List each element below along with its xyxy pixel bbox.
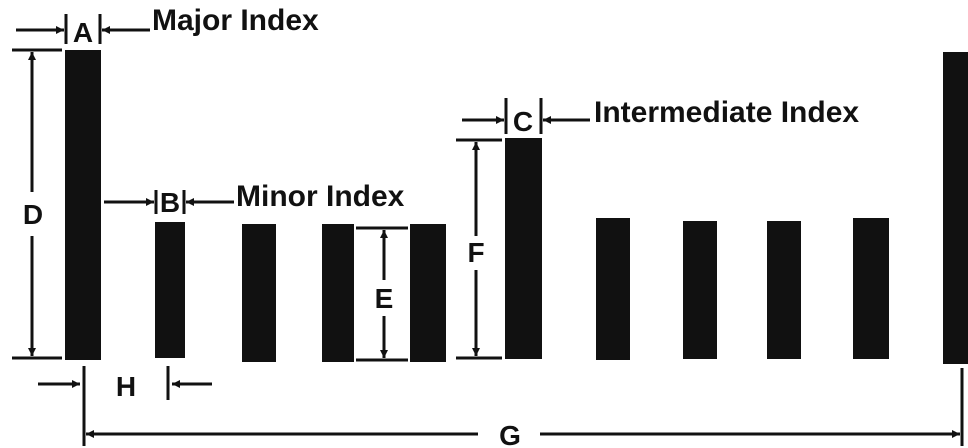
dimension-a-label: A bbox=[73, 17, 93, 48]
dimension-a: A bbox=[16, 14, 150, 48]
dimension-d-label: D bbox=[23, 199, 43, 230]
minor-index-bar-8 bbox=[853, 218, 889, 359]
intermediate-index-bar bbox=[505, 138, 542, 359]
dimension-b-label: B bbox=[160, 187, 180, 218]
dimension-c: C bbox=[462, 98, 590, 137]
dimension-c-label: C bbox=[513, 106, 533, 137]
minor-index-bar-7 bbox=[767, 221, 801, 359]
dimension-f-label: F bbox=[467, 237, 484, 268]
dimension-e-label: E bbox=[375, 283, 394, 314]
dimension-b: B bbox=[104, 187, 234, 218]
minor-index-bar-3 bbox=[322, 224, 354, 362]
index-bars bbox=[65, 50, 968, 364]
major-index-bar-right bbox=[943, 52, 968, 364]
minor-index-bar-4 bbox=[410, 224, 446, 362]
intermediate-index-caption: Intermediate Index bbox=[594, 96, 859, 129]
dimension-e: E bbox=[356, 226, 408, 362]
minor-index-caption: Minor Index bbox=[236, 180, 405, 213]
dimension-h: H bbox=[38, 366, 212, 402]
dimension-d: D bbox=[12, 48, 62, 360]
dimension-f: F bbox=[456, 138, 502, 360]
minor-index-bar-6 bbox=[683, 221, 717, 359]
dimension-h-label: H bbox=[116, 371, 136, 402]
dimension-g: G bbox=[82, 368, 964, 448]
major-index-bar bbox=[65, 50, 101, 360]
dimension-g-label: G bbox=[499, 420, 521, 448]
minor-index-bar-5 bbox=[596, 218, 630, 360]
minor-index-bar-2 bbox=[242, 224, 276, 362]
minor-index-bar-1 bbox=[155, 222, 185, 358]
major-index-caption: Major Index bbox=[152, 4, 319, 37]
